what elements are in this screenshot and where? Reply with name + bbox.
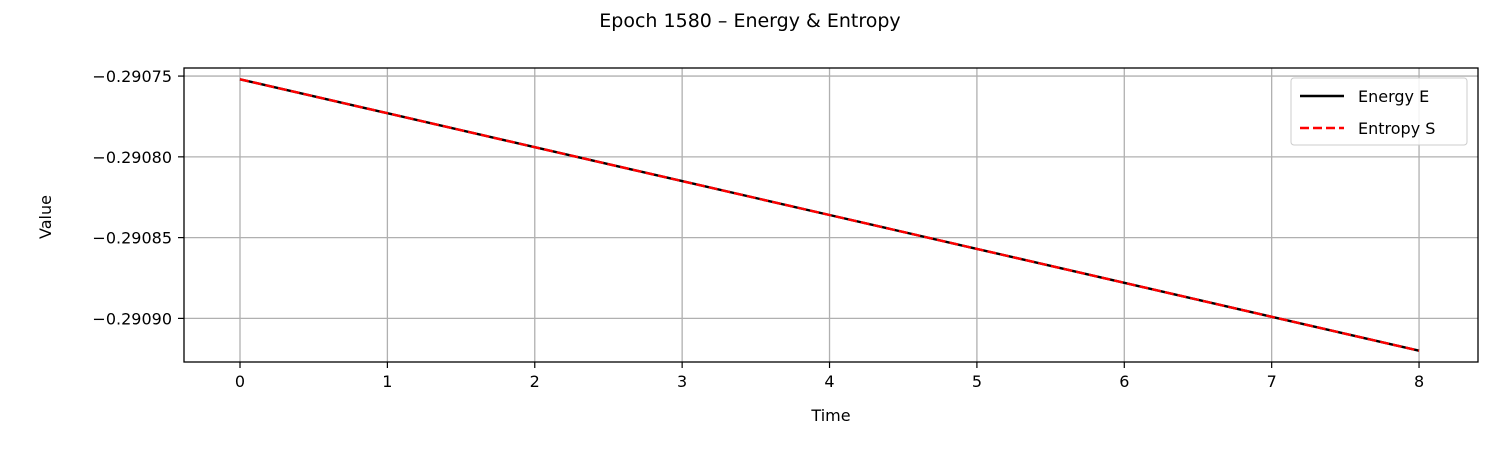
x-tick-label: 7 (1267, 372, 1277, 391)
y-tick-label: −0.29080 (92, 148, 172, 167)
axis-ticks: 0 1 2 3 4 5 6 7 8 −0.29075 −0.29080 −0.29085 −0.2909… (92, 67, 1424, 391)
series-lines (239, 78, 1420, 352)
y-tick-label: −0.29085 (92, 229, 172, 248)
x-axis-label: Time (810, 406, 850, 425)
x-tick-label: 0 (235, 372, 245, 391)
plot-area-frame (183, 67, 1479, 363)
x-tick-label: 2 (530, 372, 540, 391)
y-tick-label: −0.29090 (92, 309, 172, 328)
x-tick-label: 5 (972, 372, 982, 391)
x-tick-label: 4 (824, 372, 834, 391)
grid-lines (184, 68, 1478, 362)
x-tick-label: 8 (1414, 372, 1424, 391)
series-line-entropy-s (239, 78, 1420, 352)
y-axis-label: Value (36, 195, 55, 239)
x-tick-label: 6 (1119, 372, 1129, 391)
legend-label: Entropy S (1358, 119, 1435, 138)
chart-title: Epoch 1580 – Energy & Entropy (599, 10, 900, 32)
legend-label: Energy E (1358, 87, 1429, 106)
legend: Energy E Entropy S (1290, 77, 1468, 146)
x-tick-label: 3 (677, 372, 687, 391)
y-tick-label: −0.29075 (92, 67, 172, 86)
x-tick-label: 1 (382, 372, 392, 391)
